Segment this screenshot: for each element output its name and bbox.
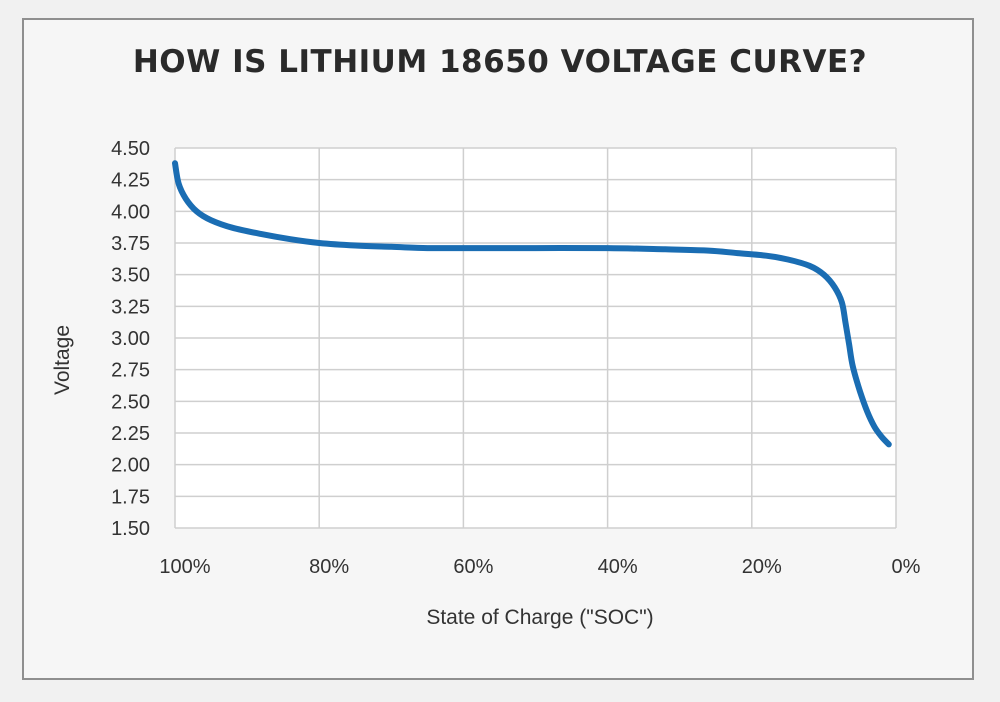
- x-tick-label: 100%: [159, 556, 210, 578]
- x-tick-label: 20%: [742, 556, 782, 578]
- x-tick-label: 80%: [309, 556, 349, 578]
- y-tick-label: 2.25: [111, 423, 150, 445]
- x-tick-label: 40%: [598, 556, 638, 578]
- y-tick-labels: 1.50 1.75 2.00 2.25 2.50 2.75 3.00 3.25 3.50 3.75…: [111, 138, 150, 540]
- y-tick-label: 1.50: [111, 518, 150, 540]
- y-tick-label: 1.75: [111, 486, 150, 508]
- x-axis-label: State of Charge ("SOC"): [426, 606, 653, 629]
- x-tick-label: 60%: [453, 556, 493, 578]
- y-tick-label: 3.00: [111, 328, 150, 350]
- y-axis-label: Voltage: [51, 325, 74, 395]
- voltage-curve-line: [172, 160, 892, 448]
- y-tick-label: 4.00: [111, 201, 150, 223]
- grid-lines: [174, 147, 897, 529]
- chart-title: HOW IS LITHIUM 18650 VOLTAGE CURVE?: [132, 44, 868, 80]
- y-tick-label: 4.50: [111, 138, 150, 160]
- series-layer: [172, 160, 892, 448]
- y-tick-label: 3.25: [111, 296, 150, 318]
- x-tick-label: 0%: [892, 556, 921, 578]
- y-tick-label: 3.50: [111, 265, 150, 287]
- y-tick-label: 4.25: [111, 170, 150, 192]
- x-tick-labels: 100% 80% 60% 40% 20% 0%: [159, 556, 920, 578]
- y-tick-label: 3.75: [111, 233, 150, 255]
- y-tick-label: 2.00: [111, 455, 150, 477]
- y-tick-label: 2.50: [111, 391, 150, 413]
- y-tick-label: 2.75: [111, 360, 150, 382]
